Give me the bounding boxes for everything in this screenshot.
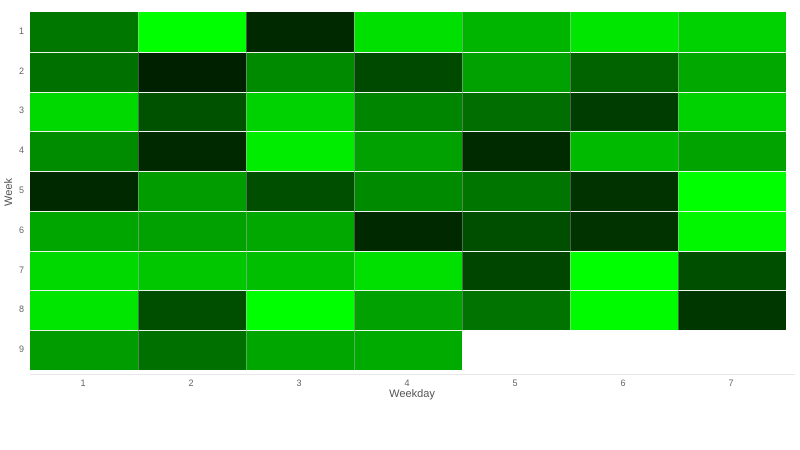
heatmap-cell [570, 210, 678, 251]
heatmap-cell [246, 330, 354, 370]
heatmap-cell [138, 290, 246, 331]
x-tick-label: 3 [296, 378, 302, 388]
heatmap-cell [30, 250, 138, 291]
heatmap-cell [246, 131, 354, 172]
heatmap-cell [30, 51, 138, 92]
y-tick-label: 1 [18, 25, 24, 36]
heatmap-cell [678, 12, 786, 52]
heatmap-cell [678, 91, 786, 132]
x-tick-label: 7 [728, 378, 734, 388]
heatmap-cell [678, 131, 786, 172]
heatmap-cell [462, 91, 570, 132]
heatmap-cell [462, 171, 570, 211]
heatmap-cell [354, 131, 462, 172]
heatmap-plot-area [30, 12, 786, 370]
heatmap-cell [570, 12, 678, 52]
heatmap-cell [246, 12, 354, 52]
x-tick-label: 4 [404, 378, 410, 388]
heatmap-cell [462, 290, 570, 331]
heatmap-cell [138, 131, 246, 172]
heatmap-cell [462, 210, 570, 251]
x-tick-label: 6 [620, 378, 626, 388]
y-tick-label: 7 [18, 264, 24, 275]
heatmap-cell [462, 51, 570, 92]
x-tick-label: 1 [80, 378, 86, 388]
y-axis-label: Week [3, 178, 15, 206]
y-tick-label: 4 [18, 145, 24, 156]
heatmap-cell [678, 250, 786, 291]
y-tick-label: 9 [18, 344, 24, 355]
heatmap-cell [354, 91, 462, 132]
heatmap-cell [354, 51, 462, 92]
heatmap-cell [570, 91, 678, 132]
heatmap-cell [246, 171, 354, 211]
heatmap-cell [138, 250, 246, 291]
heatmap-cell [354, 210, 462, 251]
heatmap-cell [30, 91, 138, 132]
heatmap-cell [138, 91, 246, 132]
heatmap-cell [678, 171, 786, 211]
y-tick-label: 2 [18, 65, 24, 76]
heatmap-cell [354, 250, 462, 291]
x-tick-label: 5 [512, 378, 518, 388]
heatmap-cell [570, 131, 678, 172]
heatmap-cell [246, 210, 354, 251]
y-tick-label: 8 [18, 304, 24, 315]
y-tick-label: 5 [18, 185, 24, 195]
heatmap-cell [30, 131, 138, 172]
heatmap-cell [570, 290, 678, 331]
heatmap-cell [678, 290, 786, 331]
heatmap-cell [138, 171, 246, 211]
heatmap-cell [678, 210, 786, 251]
heatmap-cell [30, 210, 138, 251]
heatmap-cell [30, 290, 138, 331]
y-tick-label: 3 [18, 105, 24, 116]
x-axis-line [30, 374, 795, 375]
heatmap-cell [354, 290, 462, 331]
heatmap-cell [570, 51, 678, 92]
heatmap-cell [30, 12, 138, 52]
heatmap-cell [570, 171, 678, 211]
heatmap-cell [462, 250, 570, 291]
heatmap-cell [30, 330, 138, 370]
heatmap-cell [246, 51, 354, 92]
heatmap-cell [570, 250, 678, 291]
heatmap-cell [30, 171, 138, 211]
x-axis-label: Weekday [389, 388, 435, 400]
heatmap-cell [246, 290, 354, 331]
heatmap-cell [678, 51, 786, 92]
heatmap-cell [246, 250, 354, 291]
heatmap-cell [462, 131, 570, 172]
heatmap-cell [138, 210, 246, 251]
heatmap-cell [354, 330, 462, 370]
x-tick-label: 2 [188, 378, 194, 388]
heatmap-cell [138, 51, 246, 92]
heatmap-cell [138, 330, 246, 370]
heatmap-cell [354, 171, 462, 211]
heatmap-cell [246, 91, 354, 132]
heatmap-cell [138, 12, 246, 52]
heatmap-cell [354, 12, 462, 52]
heatmap-cell [462, 12, 570, 52]
y-tick-label: 6 [18, 224, 24, 235]
